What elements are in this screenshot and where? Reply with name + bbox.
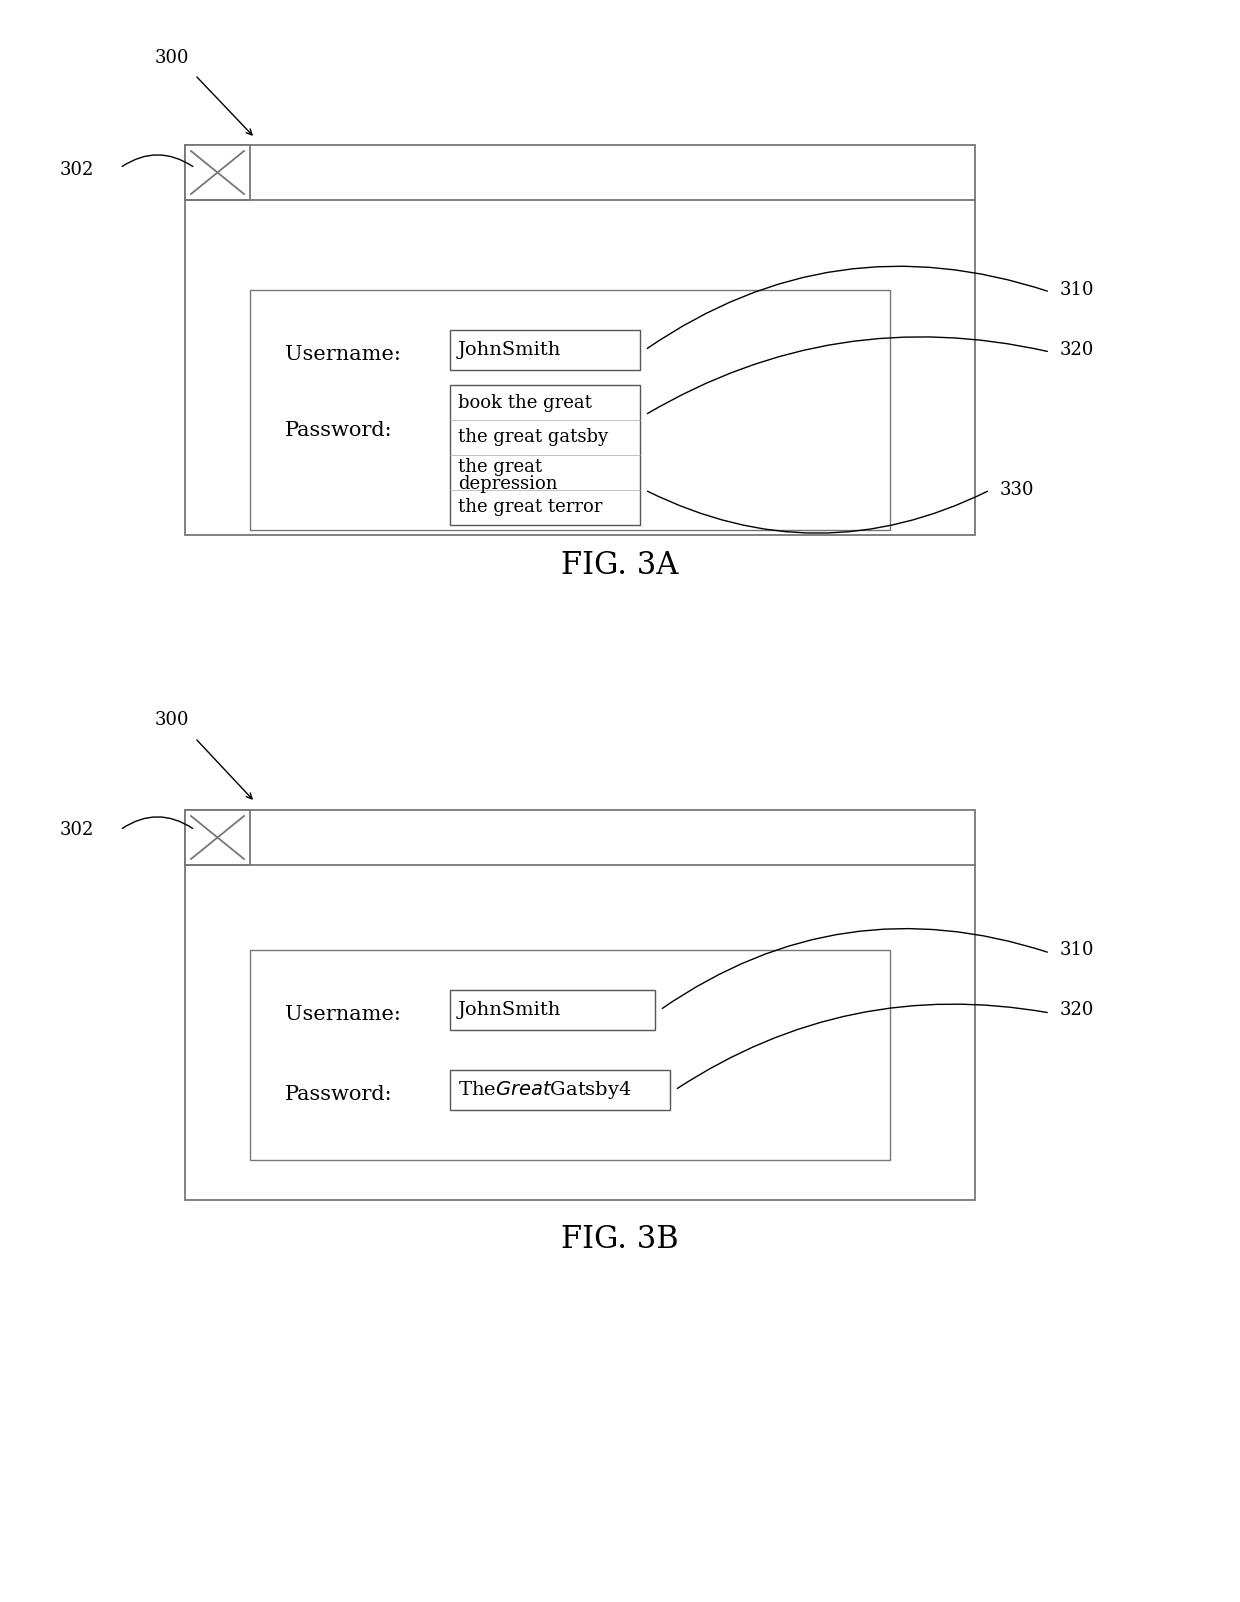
Text: 320: 320 [1060,341,1095,359]
Text: Username:: Username: [285,346,401,365]
Bar [185,146,250,200]
Bar [250,290,890,530]
Text: 330: 330 [999,481,1034,498]
Text: 302: 302 [60,160,94,179]
Text: 310: 310 [1060,280,1095,300]
Text: Password:: Password: [285,1086,393,1104]
Text: 300: 300 [155,50,190,67]
Text: the great gatsby: the great gatsby [458,428,608,447]
Bar [185,811,975,1200]
Text: 300: 300 [155,711,190,729]
Text: FIG. 3B: FIG. 3B [562,1224,678,1256]
Text: 320: 320 [1060,1001,1095,1019]
Bar [185,811,250,865]
Text: the great: the great [458,458,542,476]
Text: Username:: Username: [285,1006,401,1025]
Text: JohnSmith: JohnSmith [458,341,562,359]
Bar [250,950,890,1160]
Text: 310: 310 [1060,940,1095,960]
Text: FIG. 3A: FIG. 3A [562,549,678,580]
Bar [450,1070,670,1110]
Text: the great terror: the great terror [458,498,603,516]
Text: depression: depression [458,474,558,493]
Bar [185,146,975,535]
Bar [450,384,640,525]
Text: 302: 302 [60,820,94,839]
Bar [450,330,640,370]
Bar [450,990,655,1030]
Text: The$Great$Gatsby4: The$Great$Gatsby4 [458,1080,631,1101]
Text: book the great: book the great [458,394,591,412]
Text: JohnSmith: JohnSmith [458,1001,562,1019]
Text: Password:: Password: [285,420,393,439]
